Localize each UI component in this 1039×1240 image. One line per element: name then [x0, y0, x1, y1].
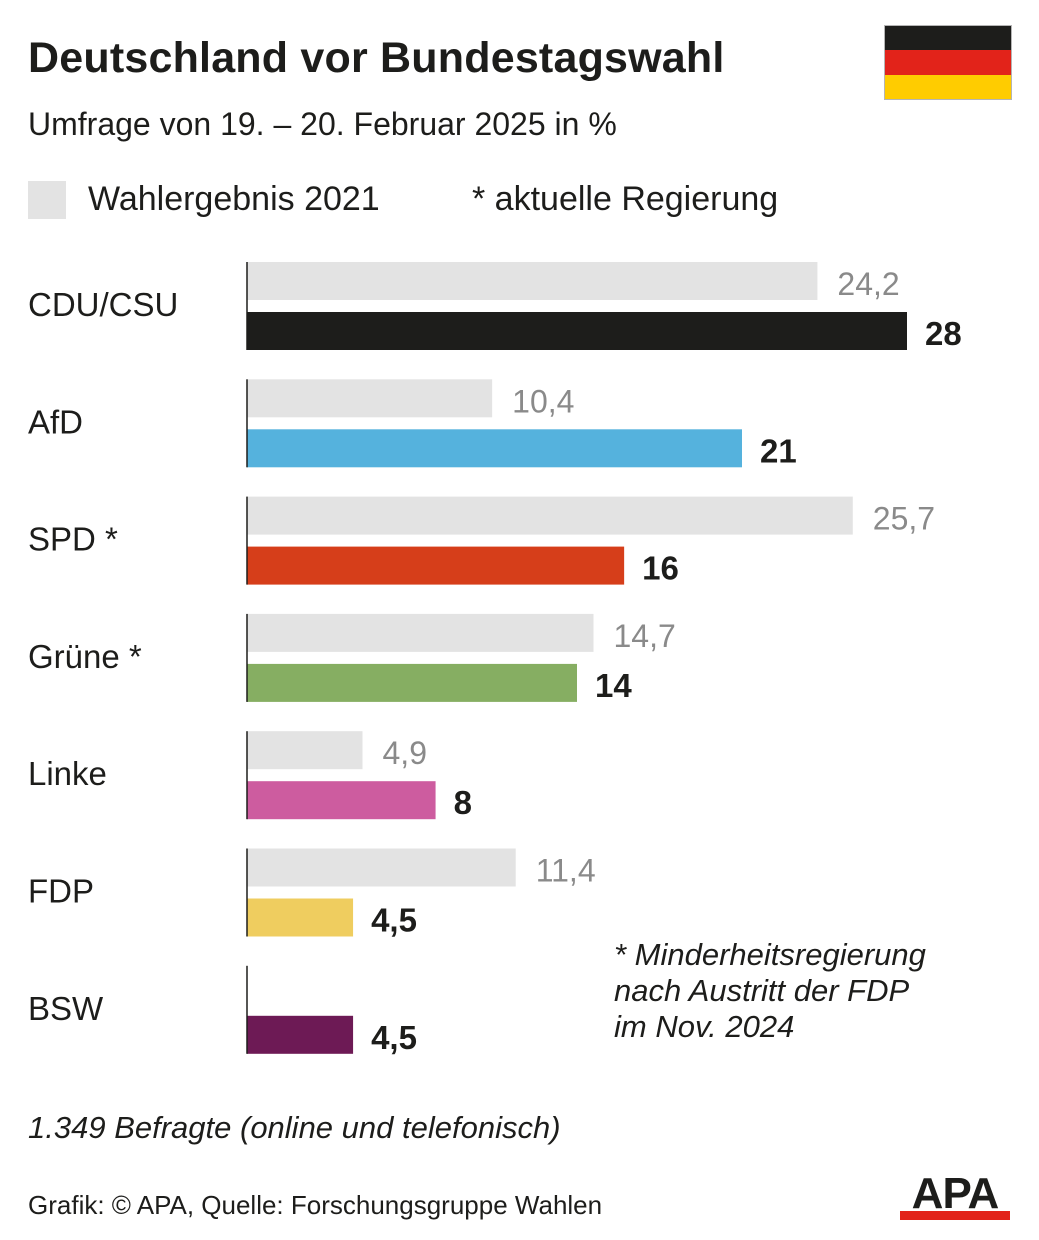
chart-subtitle: Umfrage von 19. – 20. Februar 2025 in % [28, 106, 617, 142]
bar-2021 [247, 379, 493, 418]
category-label: FDP [28, 873, 94, 910]
data-label-2021: 25,7 [873, 501, 935, 537]
bar-poll [247, 1015, 354, 1054]
bar-2021 [247, 262, 818, 300]
bar-chart: CDU/CSU 24,2 28 AfD 10,4 21 SPD * 25,7 16 Grüne *… [28, 262, 962, 1056]
data-label-2021: 11,4 [536, 853, 596, 889]
footnote: * Minderheitsregierung nach Austritt der… [614, 937, 1014, 1045]
legend-label-2021: Wahlergebnis 2021 [88, 180, 380, 218]
bar-2021 [247, 496, 853, 535]
bar-2021 [247, 613, 594, 652]
footnote-line: * Minderheitsregierung [614, 937, 926, 972]
data-label-poll: 21 [760, 432, 797, 469]
data-label-poll: 16 [642, 550, 679, 587]
bar-poll [247, 898, 354, 937]
category-label: BSW [28, 990, 104, 1027]
chart-title: Deutschland vor Bundestagswahl [28, 34, 725, 82]
data-label-2021: 14,7 [614, 618, 676, 654]
data-label-poll: 8 [454, 784, 472, 821]
bar-2021 [247, 848, 516, 887]
category-label: Grüne * [28, 638, 142, 675]
data-label-poll: 28 [925, 315, 962, 352]
bar-2021 [247, 731, 363, 770]
category-label: CDU/CSU [28, 286, 178, 323]
footnote-line: im Nov. 2024 [614, 1009, 795, 1044]
category-label: Linke [28, 755, 107, 792]
data-label-2021: 10,4 [512, 383, 574, 419]
bar-poll [247, 781, 436, 820]
bar-poll [247, 546, 625, 585]
legend-government-note: * aktuelle Regierung [472, 180, 779, 218]
data-label-2021: 24,2 [837, 266, 899, 302]
apa-logo: APA [900, 1170, 1010, 1220]
respondents-note: 1.349 Befragte (online und telefonisch) [28, 1110, 561, 1145]
data-label-2021: 4,9 [383, 735, 427, 771]
footnote-line: nach Austritt der FDP [614, 973, 910, 1008]
flag-stripe-gold [885, 74, 1011, 99]
germany-flag-icon [884, 25, 1012, 100]
flag-stripe-red [885, 50, 1011, 75]
bar-poll [247, 663, 577, 702]
apa-logo-text: APA [912, 1170, 999, 1218]
category-label: SPD * [28, 521, 118, 558]
data-label-poll: 14 [595, 667, 632, 704]
source-credit: Grafik: © APA, Quelle: Forschungsgruppe … [28, 1190, 603, 1220]
flag-stripe-black [885, 26, 1011, 51]
bar-poll [247, 312, 907, 350]
data-label-poll: 4,5 [371, 1019, 417, 1056]
legend-swatch-2021 [28, 181, 66, 219]
data-label-poll: 4,5 [371, 902, 417, 939]
category-label: AfD [28, 403, 83, 440]
bar-poll [247, 429, 742, 468]
apa-logo-stripe [900, 1211, 1010, 1220]
